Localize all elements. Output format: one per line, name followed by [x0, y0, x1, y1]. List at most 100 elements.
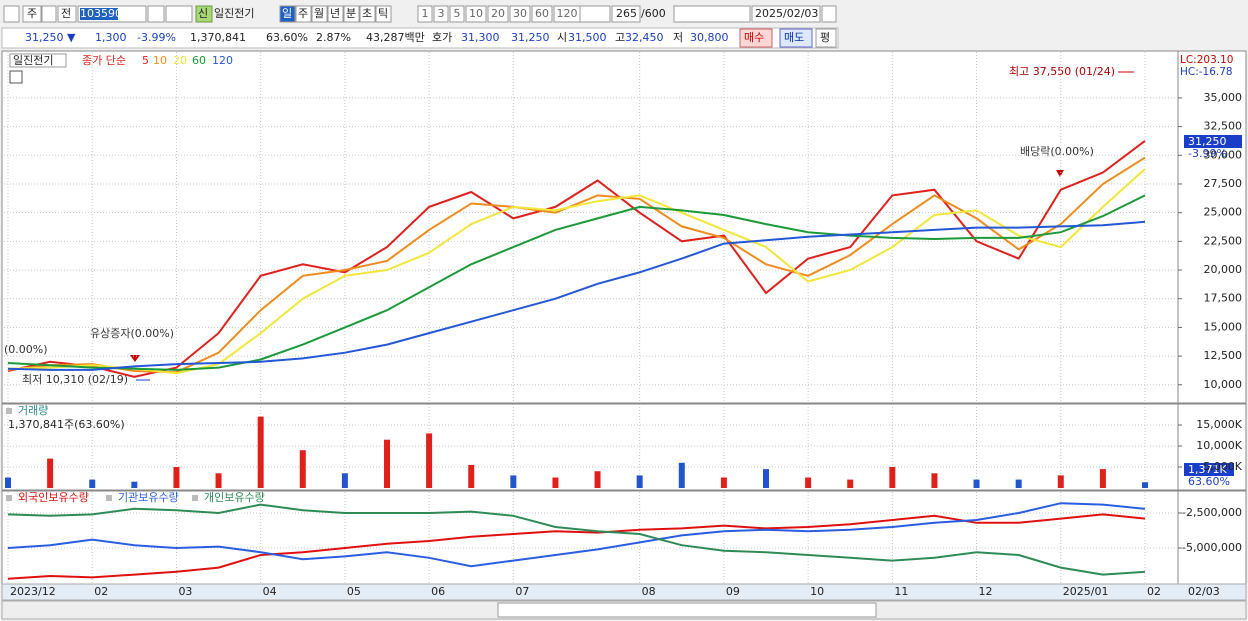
- icon[interactable]: [9, 70, 23, 84]
- date-box[interactable]: [751, 5, 821, 23]
- change: 1,300: [95, 31, 127, 44]
- bid-label: 호가: [432, 31, 452, 44]
- high-note: 최고 37,550 (01/24): [1009, 65, 1115, 78]
- legend-icon: [6, 408, 12, 414]
- y-tick-label: 32,500: [1204, 120, 1243, 133]
- legend-entry: 60: [192, 54, 206, 67]
- rate-tag: -3.99%: [1188, 147, 1227, 160]
- volume-bar: [1142, 482, 1148, 488]
- legend-entry: 기관보유수량: [118, 491, 179, 504]
- interval: 60: [535, 7, 549, 20]
- buy-button[interactable]: [739, 28, 773, 48]
- interval-button[interactable]: [465, 5, 487, 23]
- quote-bar: [1, 27, 839, 49]
- legend-entry: 외국인보유수량: [18, 491, 89, 504]
- period-button[interactable]: [279, 5, 296, 23]
- scroll-thumb[interactable]: [497, 602, 877, 618]
- volume-panel: [1, 403, 1247, 491]
- avg-button[interactable]: [815, 28, 837, 48]
- tag: 신: [198, 7, 208, 20]
- lc: LC:203.10: [1180, 54, 1233, 66]
- period-button[interactable]: [359, 5, 376, 23]
- market: 주: [27, 7, 37, 20]
- x-tick-label: 2025/01: [1063, 585, 1109, 598]
- y-tick-label: -2,500,000: [1182, 506, 1242, 519]
- volume-bar: [173, 467, 180, 488]
- low-label: 저: [673, 31, 683, 44]
- y-tick-label: 15,000K: [1196, 418, 1242, 431]
- interval-button[interactable]: [417, 5, 433, 23]
- count: 265: [616, 7, 637, 20]
- date: 2025/02/03: [755, 7, 818, 20]
- x-tick-label: 08: [642, 585, 656, 598]
- interval-button[interactable]: [553, 5, 581, 23]
- legend-entry: 120: [212, 54, 233, 67]
- vol-rate: 63.60%: [266, 31, 308, 44]
- y-tick-label: 10,000K: [1196, 439, 1242, 452]
- volume-bar: [47, 458, 54, 488]
- high: 32,450: [625, 31, 664, 44]
- x-tick-label: 02: [94, 585, 108, 598]
- period-button[interactable]: [311, 5, 328, 23]
- calendar[interactable]: [821, 5, 837, 23]
- volume-bar: [805, 477, 812, 488]
- market-box[interactable]: [22, 5, 42, 23]
- period-button[interactable]: [343, 5, 360, 23]
- open-label: 시: [557, 31, 567, 44]
- legend-icon: [106, 495, 112, 501]
- icon[interactable]: [3, 5, 20, 23]
- interval-button[interactable]: [531, 5, 553, 23]
- search[interactable]: [147, 5, 165, 23]
- volume-bar: [763, 469, 769, 488]
- period-button[interactable]: [295, 5, 312, 23]
- period: 일: [282, 6, 292, 20]
- legend-prefix: 종가 단순: [82, 54, 126, 67]
- period: 틱: [378, 7, 388, 20]
- interval-button[interactable]: [449, 5, 465, 23]
- volume-bar: [384, 439, 390, 488]
- interval-button[interactable]: [509, 5, 531, 23]
- current-date: 02/03: [1188, 585, 1220, 598]
- volume-bar: [636, 475, 643, 488]
- interval-button[interactable]: [433, 5, 449, 23]
- volume-bar: [468, 464, 475, 488]
- volume-bar: [89, 479, 96, 488]
- interval: 20: [491, 7, 505, 20]
- selection: [80, 8, 118, 20]
- count-box[interactable]: [611, 5, 641, 23]
- dropdown[interactable]: [41, 5, 57, 23]
- period-button[interactable]: [375, 5, 392, 23]
- legend-icon: [6, 495, 12, 501]
- sell-button[interactable]: [779, 28, 813, 48]
- quote-row: 31,250 ▼ 1,300 -3.99% 1,370,841 63.60% 2…: [1, 27, 839, 49]
- volume-bar: [552, 477, 559, 488]
- interval: 1: [422, 7, 429, 20]
- volume-bar: [131, 481, 138, 488]
- x-tick-label: 02: [1147, 585, 1161, 598]
- interval-button[interactable]: [487, 5, 509, 23]
- y-tick-label: 15,000: [1204, 320, 1243, 333]
- legend-entry: 20: [173, 54, 187, 67]
- vol-tag: [1184, 463, 1234, 476]
- tools[interactable]: [673, 5, 751, 23]
- volume-bar: [1057, 475, 1064, 488]
- legend-entry: 거래량: [18, 404, 48, 417]
- volume-bar: [510, 475, 517, 488]
- low: 30,800: [690, 31, 729, 44]
- kind-box[interactable]: [57, 5, 77, 23]
- period-button[interactable]: [327, 5, 344, 23]
- x-tick-label: 11: [894, 585, 908, 598]
- count-max: /600: [641, 7, 666, 20]
- x-axis-bar: [1, 583, 1247, 601]
- left-note: (0.00%): [4, 343, 48, 356]
- interval: 10: [469, 7, 483, 20]
- volume-bar: [1099, 469, 1106, 488]
- volume-bar: [973, 479, 980, 488]
- volume-bar: [720, 477, 727, 488]
- avg: 평: [820, 31, 830, 44]
- y-tick-label: 25,000: [1204, 206, 1243, 219]
- arrow: [1056, 170, 1064, 177]
- icon[interactable]: [165, 5, 193, 23]
